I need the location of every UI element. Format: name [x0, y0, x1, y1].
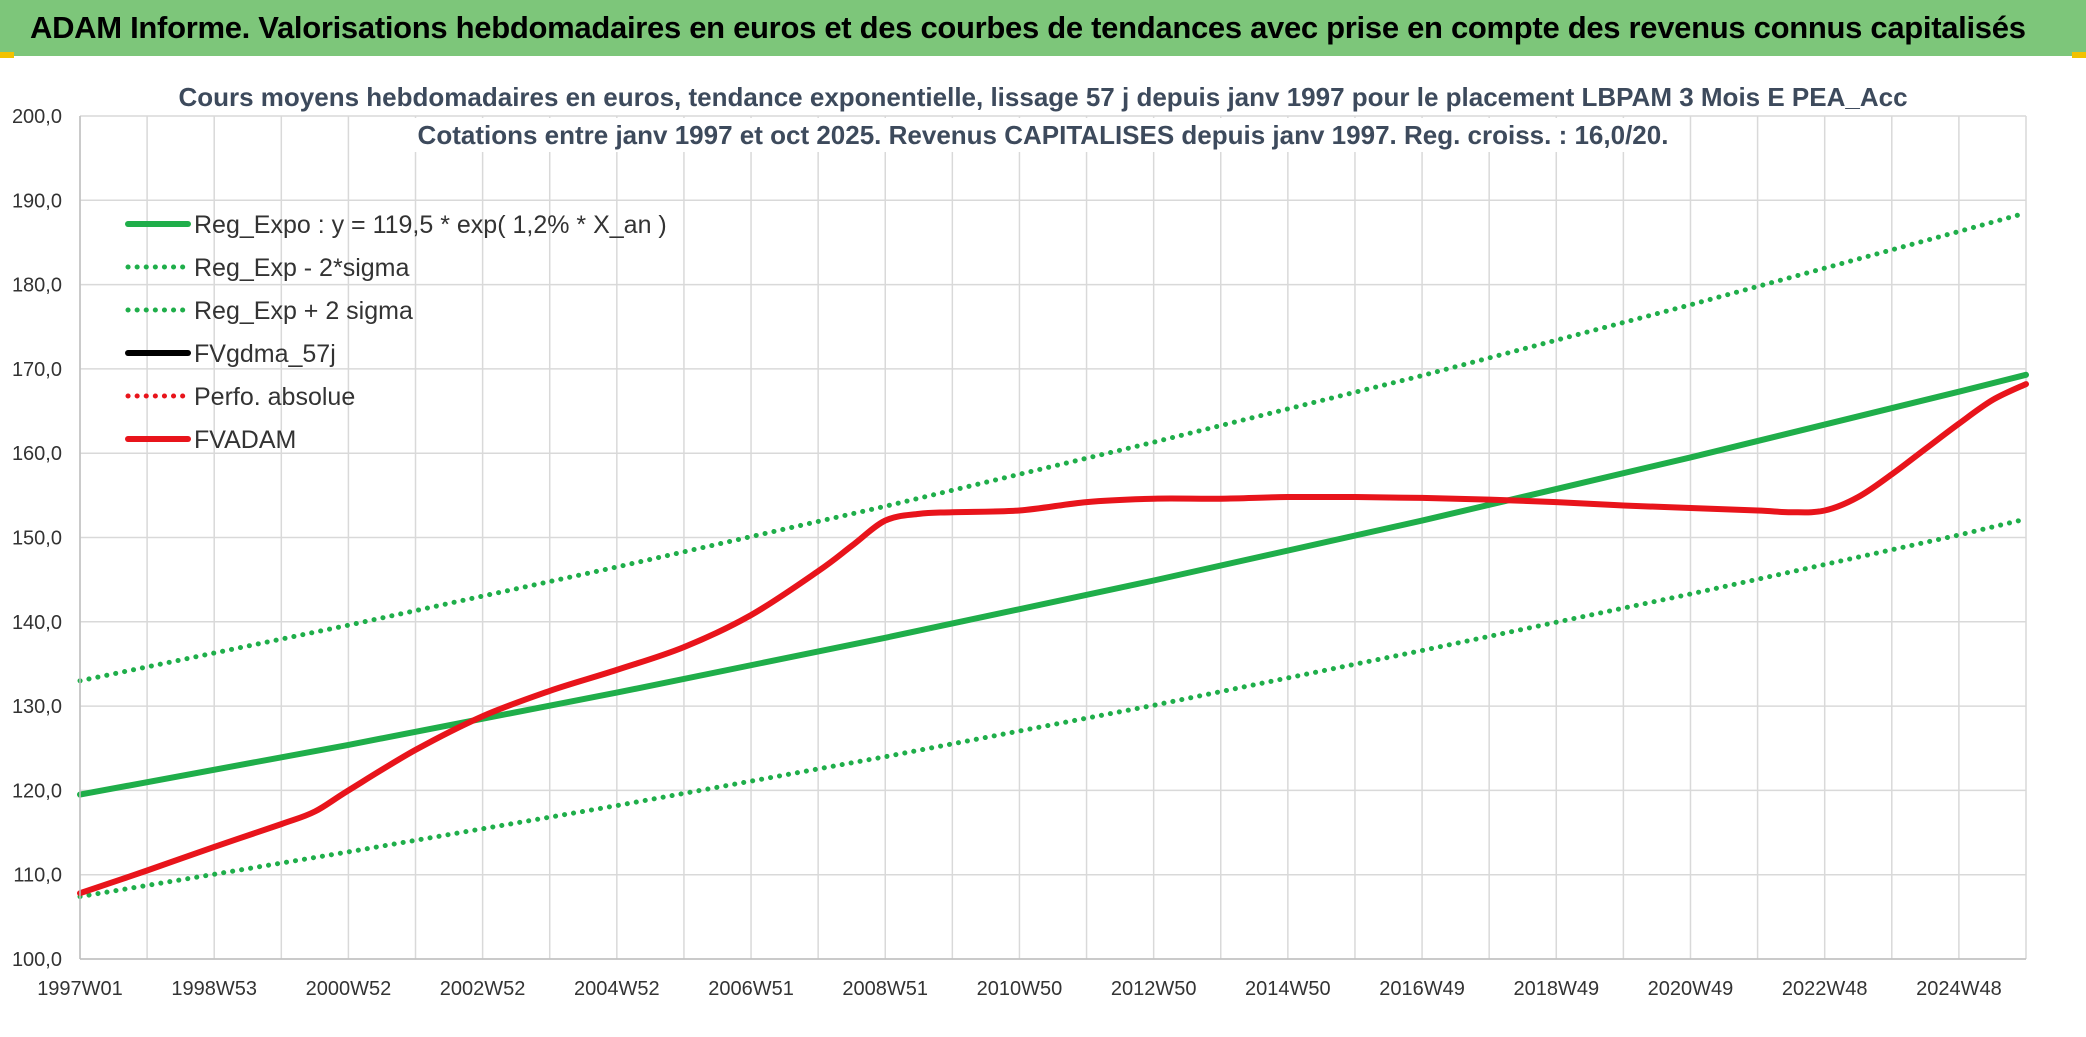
chart-title-line-2: Cotations entre janv 1997 et oct 2025. R…	[418, 120, 1669, 150]
y-tick-label: 190,0	[12, 190, 62, 212]
banner-title: ADAM Informe. Valorisations hebdomadaire…	[30, 10, 2026, 45]
x-tick-label: 2010W50	[977, 978, 1063, 1000]
chart-frame: 100,0 110,0 120,0 130,0 140,0 150,0 160,0 170,0…	[0, 56, 2086, 1037]
series-line-0	[77, 371, 2029, 798]
legend-label-4: Perfo. absolue	[194, 383, 355, 411]
x-tick-label: 2014W50	[1245, 978, 1331, 1000]
x-tick-label: 2008W51	[842, 978, 928, 1000]
chart-title: Cours moyens hebdomadaires en euros, ten…	[172, 80, 1914, 152]
legend-label-2: Reg_Exp + 2 sigma	[194, 297, 413, 325]
x-tick-label: 2024W48	[1916, 978, 2002, 1000]
corner-marker-right	[2072, 52, 2086, 58]
legend-label-5: FVADAM	[194, 426, 296, 454]
x-tick-label: 2004W52	[574, 978, 660, 1000]
y-tick-label: 130,0	[12, 696, 62, 718]
x-tick-label: 2022W48	[1782, 978, 1868, 1000]
series-line-2	[77, 210, 2029, 684]
x-tick-label: 2000W52	[306, 978, 392, 1000]
x-tick-label: 2012W50	[1111, 978, 1197, 1000]
grid	[79, 115, 2027, 960]
y-tick-label: 140,0	[12, 612, 62, 634]
chart: 100,0 110,0 120,0 130,0 140,0 150,0 160,0 170,0…	[12, 80, 2029, 1000]
x-tick-label: 1998W53	[171, 978, 257, 1000]
chart-title-backing	[411, 118, 1675, 152]
legend-label-1: Reg_Exp - 2*sigma	[194, 254, 409, 282]
x-tick-label: 2020W49	[1648, 978, 1734, 1000]
y-tick-label: 110,0	[13, 865, 62, 887]
x-tick-label: 2006W51	[708, 978, 794, 1000]
x-tick-label: 2002W52	[440, 978, 526, 1000]
axis-layer: 100,0 110,0 120,0 130,0 140,0 150,0 160,0 170,0…	[12, 106, 2026, 1000]
series-layer	[77, 210, 2029, 900]
legend: Reg_Expo : y = 119,5 * exp( 1,2% * X_an …	[125, 211, 667, 454]
y-tick-label: 200,0	[12, 106, 62, 128]
y-tick-label: 120,0	[12, 780, 62, 802]
corner-marker-left	[0, 52, 14, 58]
y-tick-label: 180,0	[12, 275, 62, 297]
x-tick-label: 2016W49	[1379, 978, 1465, 1000]
legend-label-0: Reg_Expo : y = 119,5 * exp( 1,2% * X_an …	[194, 211, 667, 239]
y-tick-label: 150,0	[12, 528, 62, 550]
x-tick-label: 1997W01	[37, 978, 123, 1000]
y-tick-label: 100,0	[12, 949, 62, 971]
chart-title-backing	[172, 80, 1914, 114]
y-tick-label: 160,0	[12, 443, 62, 465]
legend-label-3: FVgdma_57j	[194, 340, 336, 368]
x-tick-label: 2018W49	[1513, 978, 1599, 1000]
banner: ADAM Informe. Valorisations hebdomadaire…	[0, 0, 2086, 56]
y-tick-label: 170,0	[12, 359, 62, 381]
chart-title-line-1: Cours moyens hebdomadaires en euros, ten…	[178, 82, 1907, 112]
series-line-1	[77, 516, 2029, 900]
series-line-5	[77, 381, 2029, 897]
